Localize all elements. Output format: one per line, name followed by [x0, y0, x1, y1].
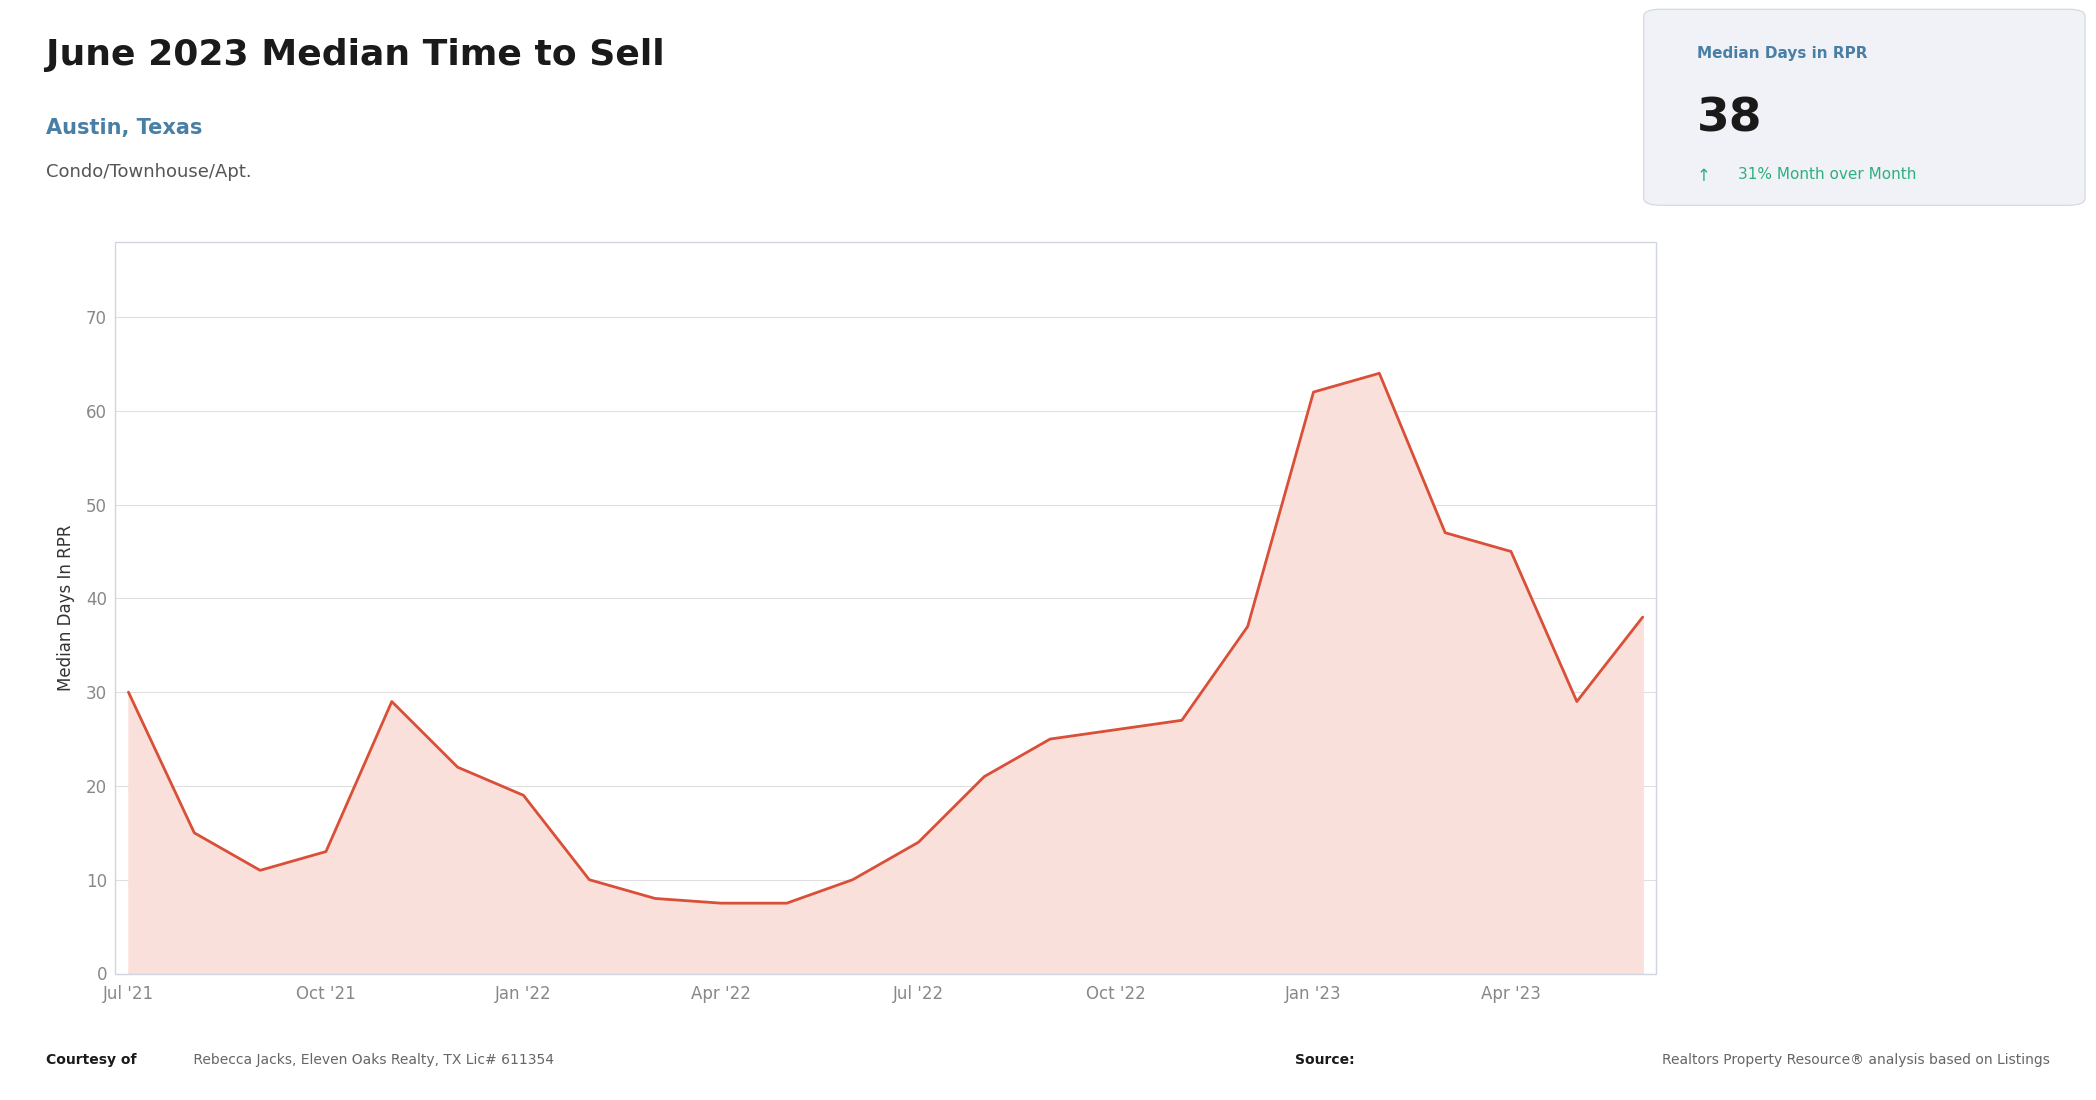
Text: Rebecca Jacks, Eleven Oaks Realty, TX Lic# 611354: Rebecca Jacks, Eleven Oaks Realty, TX Li…	[189, 1053, 553, 1067]
Y-axis label: Median Days In RPR: Median Days In RPR	[57, 525, 75, 691]
Text: Realtors Property Resource® analysis based on Listings: Realtors Property Resource® analysis bas…	[1662, 1053, 2050, 1067]
FancyBboxPatch shape	[1643, 9, 2086, 206]
Text: Austin, Texas: Austin, Texas	[46, 118, 203, 138]
Text: Courtesy of: Courtesy of	[46, 1053, 136, 1067]
Bar	[115, 242, 1656, 974]
Text: 38: 38	[1698, 97, 1763, 142]
Text: Source:: Source:	[1295, 1053, 1354, 1067]
Text: 31% Month over Month: 31% Month over Month	[1738, 167, 1916, 183]
Text: ↑: ↑	[1698, 167, 1710, 185]
Text: Median Days in RPR: Median Days in RPR	[1698, 45, 1868, 60]
Text: June 2023 Median Time to Sell: June 2023 Median Time to Sell	[46, 39, 664, 73]
Text: Condo/Townhouse/Apt.: Condo/Townhouse/Apt.	[46, 163, 252, 180]
